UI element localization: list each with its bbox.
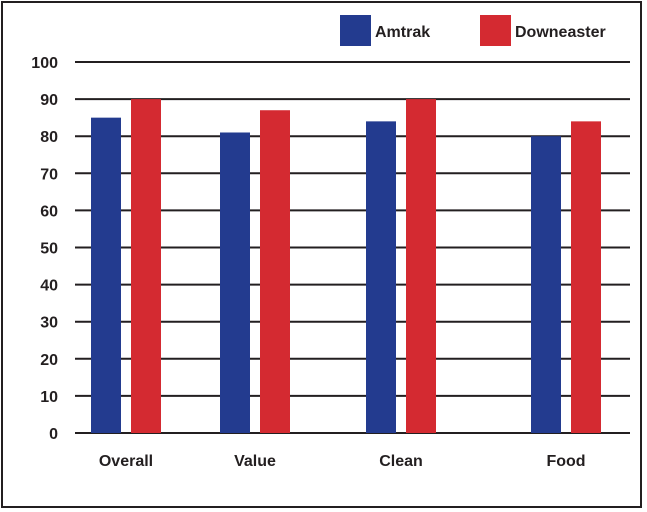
bar-amtrak-food bbox=[531, 136, 561, 433]
bar-amtrak-value bbox=[220, 132, 250, 434]
legend-label-downeaster: Downeaster bbox=[515, 24, 606, 41]
legend-swatch-amtrak bbox=[340, 15, 371, 46]
bar-amtrak-clean bbox=[366, 121, 396, 434]
x-tick-label: Value bbox=[234, 453, 276, 470]
y-tick-label: 10 bbox=[40, 389, 58, 406]
y-tick-label: 90 bbox=[40, 92, 58, 109]
bar-downeaster-food bbox=[571, 121, 601, 434]
y-axis-ticks: 0 10 20 30 40 50 60 70 80 90 100 bbox=[31, 55, 58, 443]
bar-amtrak-overall bbox=[91, 117, 121, 434]
x-axis-labels: Overall Value Clean Food bbox=[99, 453, 586, 470]
y-tick-label: 50 bbox=[40, 241, 58, 258]
y-tick-label: 20 bbox=[40, 352, 58, 369]
y-tick-label: 40 bbox=[40, 278, 58, 295]
x-tick-label: Clean bbox=[379, 453, 423, 470]
y-tick-label: 80 bbox=[40, 129, 58, 146]
legend-label-amtrak: Amtrak bbox=[375, 24, 430, 41]
bar-downeaster-overall bbox=[131, 99, 161, 433]
y-tick-label: 30 bbox=[40, 315, 58, 332]
x-tick-label: Food bbox=[546, 453, 585, 470]
bar-downeaster-clean bbox=[406, 99, 436, 433]
legend-swatch-downeaster bbox=[480, 15, 511, 46]
y-tick-label: 0 bbox=[49, 426, 58, 443]
bars bbox=[91, 99, 601, 434]
x-tick-label: Overall bbox=[99, 453, 153, 470]
y-tick-label: 70 bbox=[40, 166, 58, 183]
bar-downeaster-value bbox=[260, 110, 290, 433]
y-tick-label: 60 bbox=[40, 203, 58, 220]
legend: Amtrak Downeaster bbox=[340, 15, 606, 46]
y-tick-label: 100 bbox=[31, 55, 58, 72]
